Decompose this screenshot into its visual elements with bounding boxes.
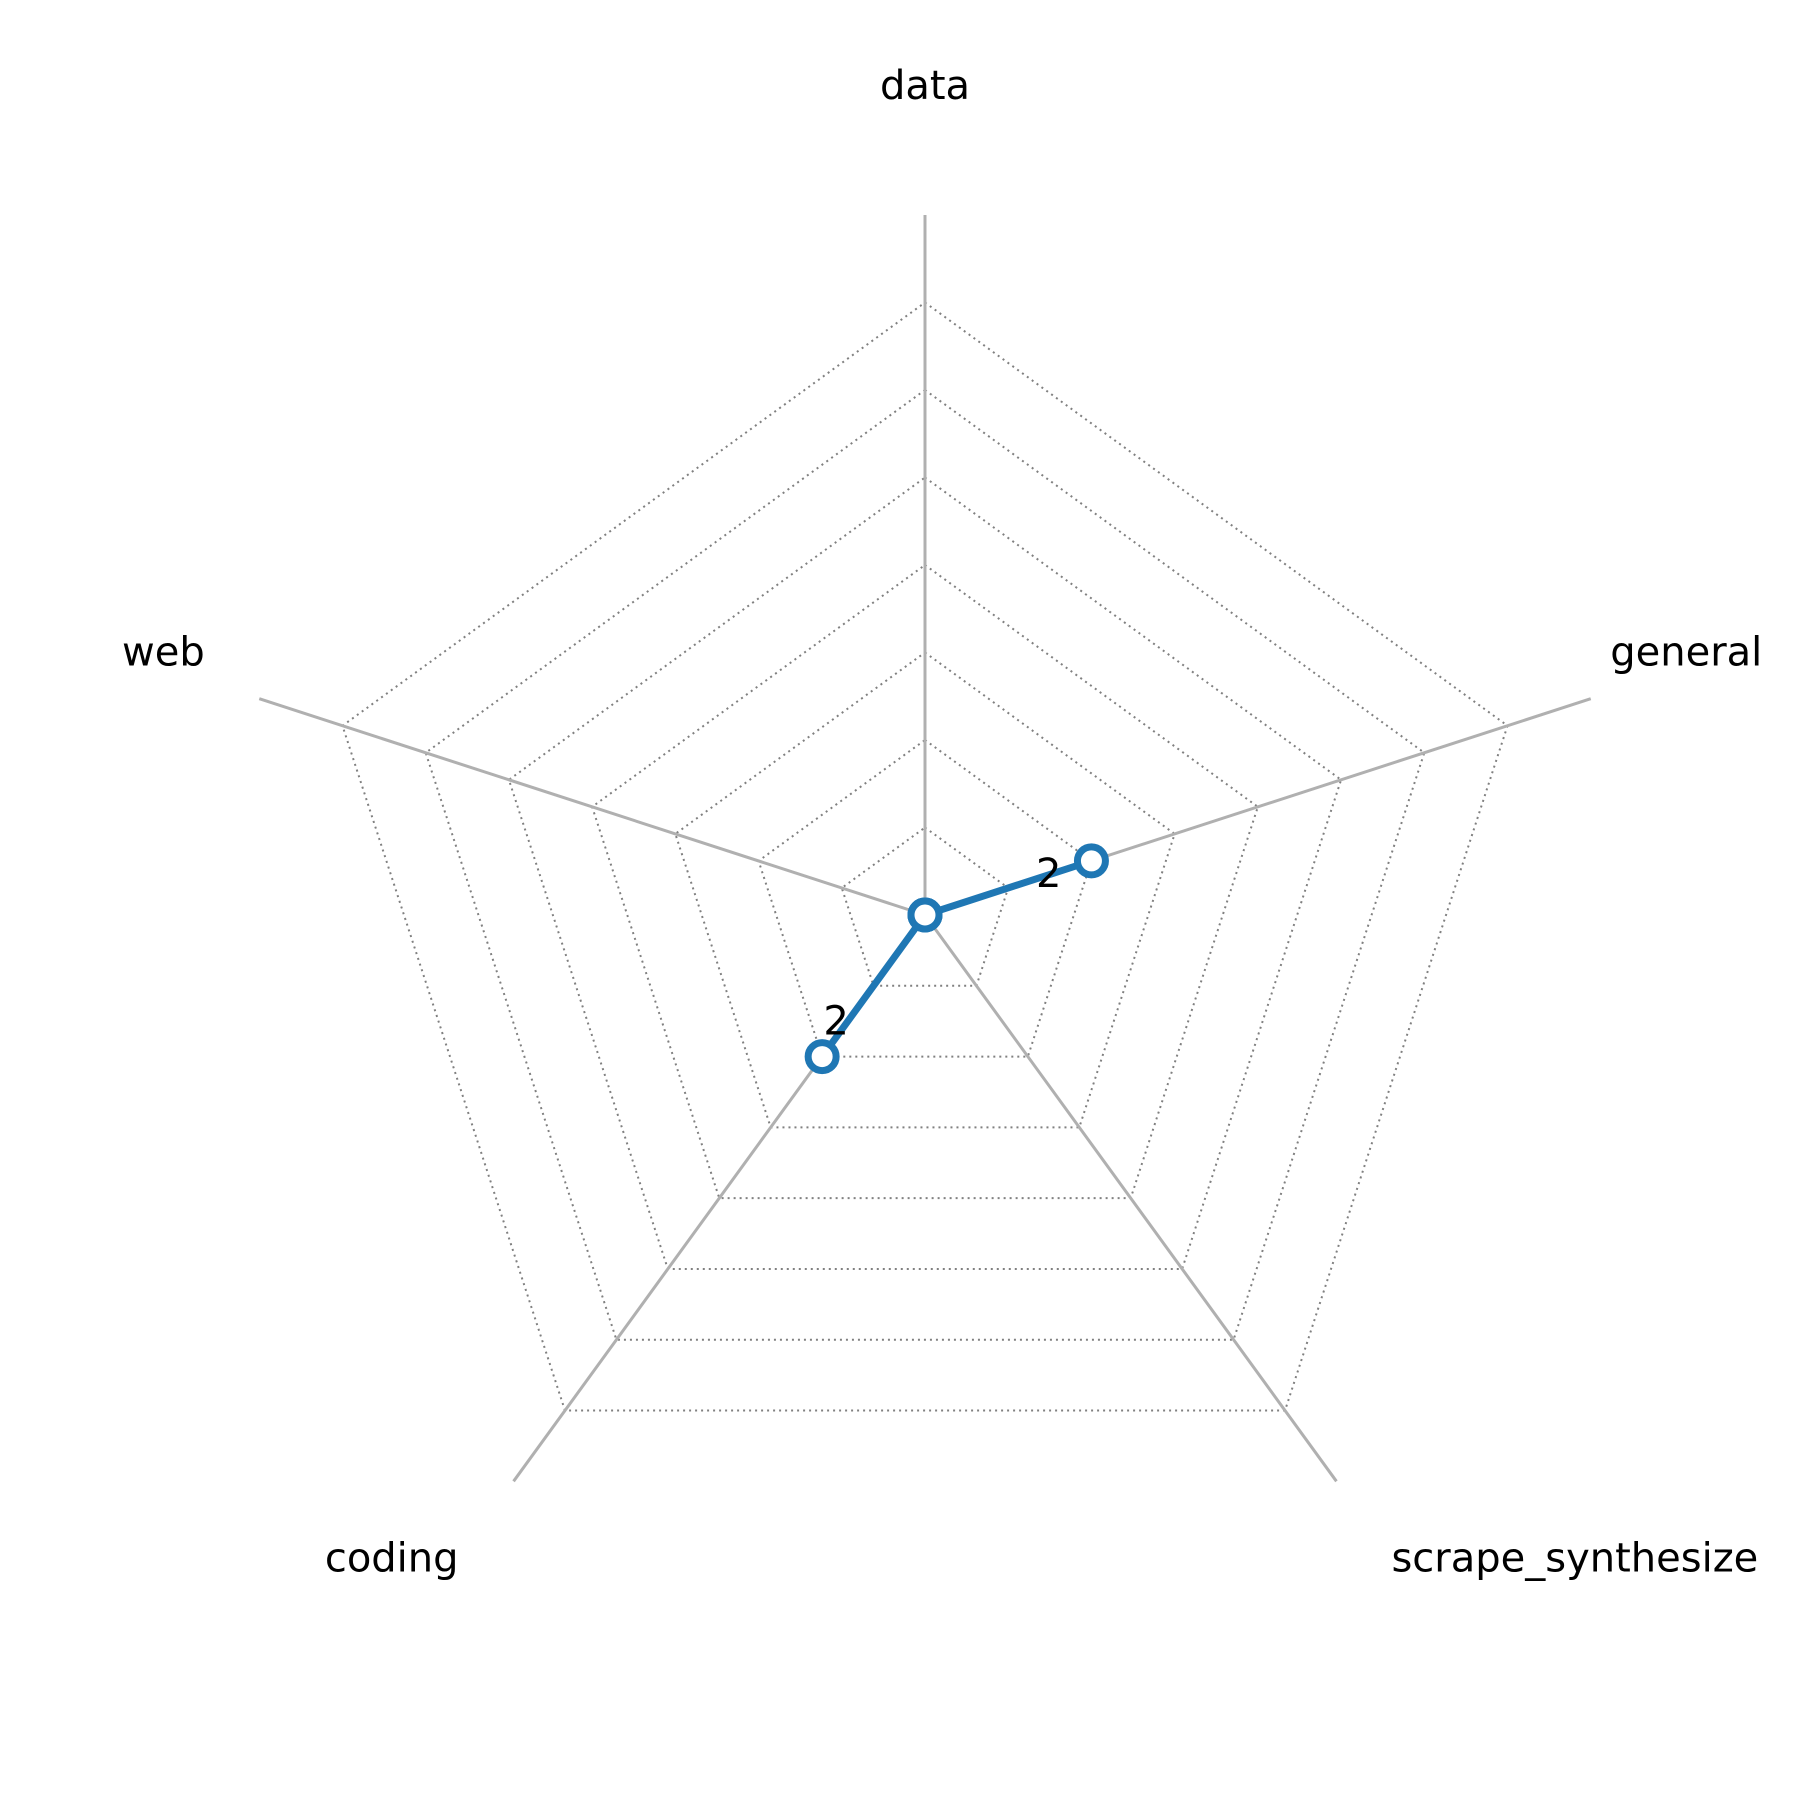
category-label-coding: coding	[325, 1535, 459, 1581]
category-label-general: general	[1610, 630, 1762, 676]
category-label-data: data	[880, 63, 970, 109]
axis-spoke-scrape_synthesize	[923, 914, 1338, 1483]
grid-ring-7	[341, 301, 1509, 1412]
data-label-general: 2	[1036, 851, 1061, 897]
data-point-general	[1073, 843, 1109, 879]
category-label-web: web	[122, 630, 205, 676]
grid-ring-6	[424, 388, 1426, 1341]
series-layer: 22	[804, 843, 1109, 1075]
axis-spokes	[258, 215, 1592, 1483]
axis-spoke-web	[258, 697, 926, 917]
axis-labels: data general scrape_synthesize coding web	[122, 63, 1762, 1581]
grid-ring-3	[674, 651, 1176, 1129]
data-point-coding	[804, 1039, 840, 1075]
data-point-web	[907, 897, 943, 933]
data-label-coding: 2	[823, 999, 848, 1045]
grid-ring-1	[840, 826, 1010, 987]
category-label-scrape_synthesize: scrape_synthesize	[1391, 1535, 1758, 1581]
grid-ring-5	[507, 476, 1343, 1270]
grid-rings	[341, 301, 1509, 1412]
grid-ring-4	[590, 563, 1260, 1200]
